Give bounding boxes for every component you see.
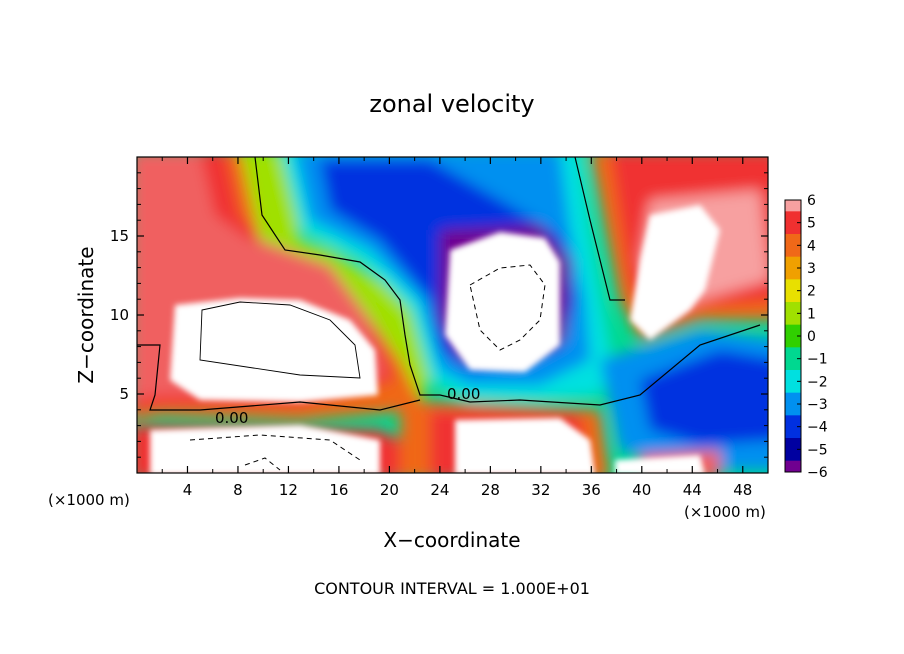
x-axis: 4 8 12 16 20 24 28 32 36 40 44 48 [161,157,752,499]
colorbar-swatch [785,245,801,258]
colorbar-swatch [785,324,801,337]
colorbar-tick-label: −6 [807,465,828,481]
x-tick-label: 36 [582,481,601,499]
colorbar: 6 5 4 3 2 1 0 −1 −2 −3 −4 −5 −6 [784,193,828,481]
colorbar-tick-label: 0 [807,329,816,345]
colorbar-swatch [785,370,801,382]
heatmap-field: 0.00 0.00 [137,157,768,473]
colorbar-swatch [785,438,801,450]
x-tick-label: 8 [233,481,243,499]
colorbar-swatch [785,460,801,473]
contour-label: 0.00 [447,385,480,403]
colorbar-swatch [785,358,801,371]
x-tick-label: 20 [380,481,399,499]
colorbar-tick-label: −1 [807,352,828,368]
y-axis: 5 10 15 [110,172,768,458]
colorbar-tick-label: −2 [807,374,828,390]
colorbar-swatch [785,426,801,439]
colorbar-tick-label: −3 [807,397,828,413]
colorbar-swatch [785,256,801,269]
colorbar-swatch [785,200,801,212]
colorbar-swatch [785,347,801,360]
x-tick-label: 32 [531,481,550,499]
y-tick-label: 10 [110,306,129,324]
colorbar-tick-label: −5 [807,442,828,458]
colorbar-swatch [785,290,801,303]
colorbar-tick-label: −4 [807,420,828,436]
x-tick-label: 24 [430,481,449,499]
contour-label: 0.00 [215,409,248,427]
colorbar-swatch [785,211,801,224]
colorbar-tick-label: 6 [807,193,816,209]
contour-interval-note: CONTOUR INTERVAL = 1.000E+01 [314,579,590,598]
x-tick-label: 4 [183,481,193,499]
colorbar-swatch [785,415,801,428]
chart-title: zonal velocity [369,90,534,118]
colorbar-tick-label: 3 [807,261,816,277]
colorbar-swatch [785,381,801,394]
colorbar-tick-label: 5 [807,216,816,232]
colorbar-swatch [785,336,801,348]
y-axis-unit-label: (×1000 m) [48,491,130,509]
colorbar-swatch [785,313,801,326]
x-tick-label: 12 [279,481,298,499]
x-tick-label: 48 [733,481,752,499]
x-axis-unit-label: (×1000 m) [684,503,766,521]
colorbar-tick-label: 2 [807,284,816,300]
colorbar-tick-label: 1 [807,306,816,322]
colorbar-swatch [785,392,801,405]
colorbar-swatch [785,234,801,246]
colorbar-swatch [785,404,801,416]
y-tick-label: 5 [119,385,129,403]
colorbar-tick-label: 4 [807,238,816,254]
colorbar-swatch [785,222,801,235]
x-axis-label: X−coordinate [383,528,520,552]
colorbar-swatch [785,268,801,280]
x-tick-label: 16 [329,481,348,499]
x-tick-label: 40 [632,481,651,499]
colorbar-swatch [785,449,801,462]
y-axis-label: Z−coordinate [74,246,98,383]
colorbar-swatch [785,302,801,314]
colorbar-swatch [785,279,801,292]
x-tick-label: 28 [481,481,500,499]
x-tick-label: 44 [683,481,702,499]
y-tick-label: 15 [110,227,129,245]
